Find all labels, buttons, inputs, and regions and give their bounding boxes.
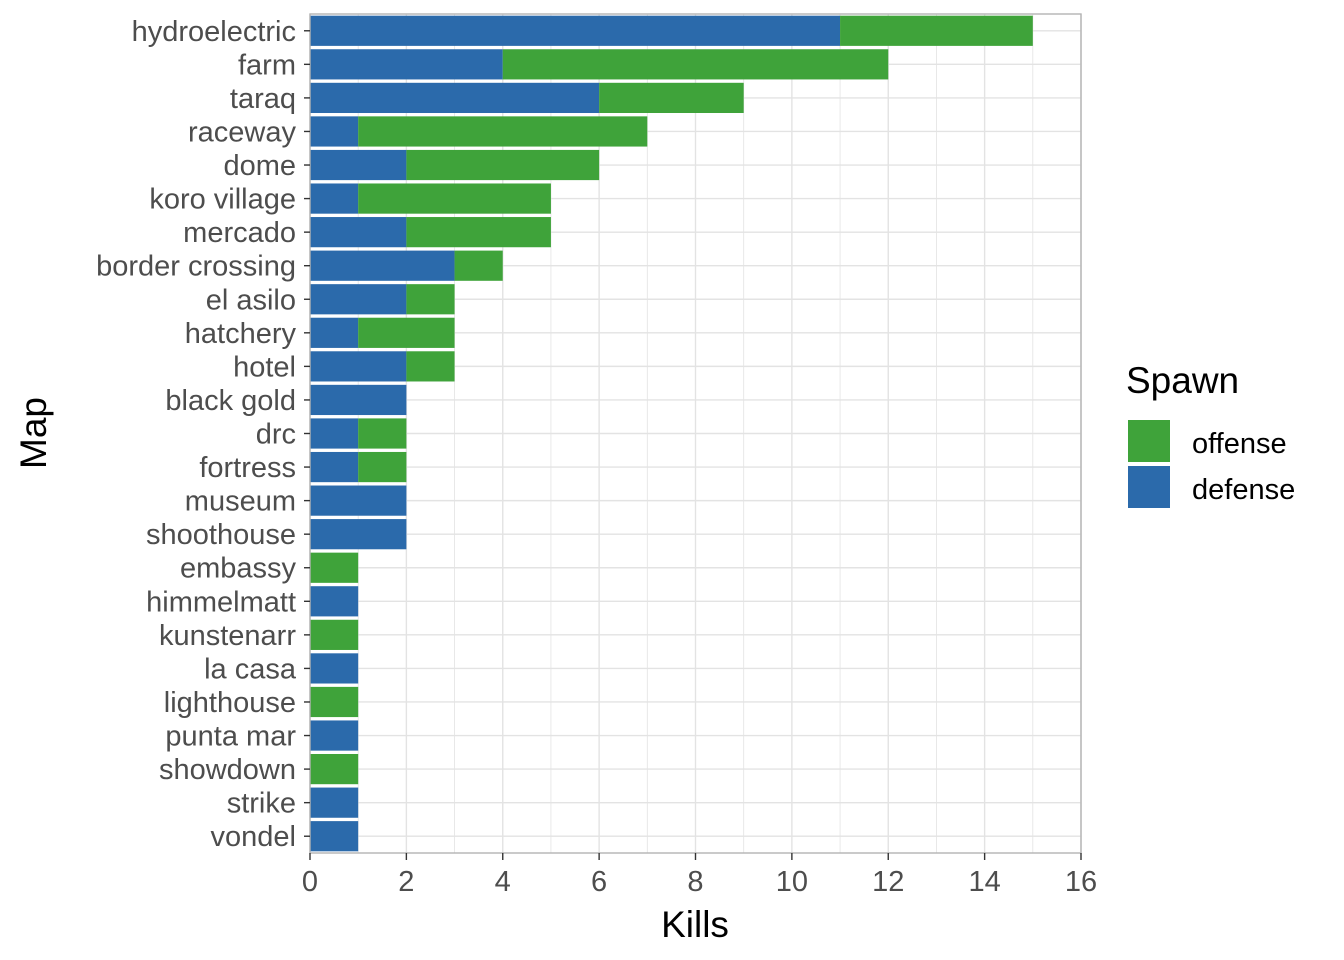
bar-defense-koro-village bbox=[310, 183, 359, 214]
y-tick-label: el asilo bbox=[206, 284, 296, 316]
y-tick-label: border crossing bbox=[96, 251, 296, 283]
bar-defense-vondel bbox=[310, 821, 359, 852]
y-tick-label: museum bbox=[185, 486, 296, 518]
legend-title: Spawn bbox=[1126, 360, 1239, 401]
x-axis-title: Kills bbox=[661, 904, 729, 945]
y-tick-label: mercado bbox=[183, 217, 296, 249]
bar-offense-raceway bbox=[358, 116, 648, 147]
bar-defense-punta-mar bbox=[310, 720, 359, 751]
x-tick-label: 0 bbox=[302, 866, 318, 898]
bar-defense-drc bbox=[310, 418, 359, 449]
y-tick-label: vondel bbox=[211, 821, 296, 853]
y-tick-label: shoothouse bbox=[146, 519, 296, 551]
bar-offense-border-crossing bbox=[454, 250, 503, 281]
bar-defense-black-gold bbox=[310, 384, 407, 416]
y-tick-label: himmelmatt bbox=[146, 586, 296, 618]
bar-defense-mercado bbox=[310, 217, 407, 248]
y-tick-label: hotel bbox=[233, 351, 296, 383]
y-tick-label: showdown bbox=[159, 754, 296, 786]
bar-offense-dome bbox=[406, 149, 600, 181]
x-tick-label: 6 bbox=[591, 866, 607, 898]
y-tick-label: hatchery bbox=[185, 318, 297, 350]
bar-offense-el-asilo bbox=[406, 284, 455, 315]
bar-offense-koro-village bbox=[358, 183, 551, 214]
bar-offense-hotel bbox=[406, 351, 455, 382]
bar-defense-himmelmatt bbox=[310, 586, 359, 617]
bar-defense-fortress bbox=[310, 451, 359, 483]
bar-defense-taraq bbox=[310, 82, 600, 114]
bar-defense-dome bbox=[310, 149, 407, 181]
bar-offense-fortress bbox=[358, 451, 407, 483]
y-tick-label: embassy bbox=[180, 553, 297, 585]
bar-offense-embassy bbox=[310, 552, 359, 583]
bar-offense-drc bbox=[358, 418, 407, 449]
y-tick-label: fortress bbox=[199, 452, 296, 484]
legend-swatch-defense bbox=[1128, 466, 1170, 508]
legend-swatch-offense bbox=[1128, 420, 1170, 462]
y-tick-label: strike bbox=[227, 788, 296, 820]
bar-defense-museum bbox=[310, 485, 407, 516]
bar-defense-hatchery bbox=[310, 317, 359, 348]
x-tick-label: 10 bbox=[776, 866, 808, 898]
y-tick-label: farm bbox=[238, 49, 296, 81]
y-tick-label: koro village bbox=[149, 184, 296, 216]
bar-offense-lighthouse bbox=[310, 686, 359, 718]
bar-offense-hydroelectric bbox=[840, 15, 1033, 46]
y-tick-label: dome bbox=[223, 150, 296, 182]
x-tick-label: 2 bbox=[398, 866, 414, 898]
bar-defense-hotel bbox=[310, 351, 407, 382]
x-tick-label: 14 bbox=[968, 866, 1000, 898]
bar-defense-raceway bbox=[310, 116, 359, 147]
bar-defense-strike bbox=[310, 787, 359, 818]
bar-offense-kunstenarr bbox=[310, 619, 359, 650]
y-tick-label: lighthouse bbox=[164, 687, 296, 719]
y-tick-label: kunstenarr bbox=[159, 620, 296, 652]
legend-label-defense: defense bbox=[1192, 474, 1295, 506]
y-tick-label: raceway bbox=[188, 116, 296, 148]
bar-offense-taraq bbox=[599, 82, 744, 114]
y-tick-label: la casa bbox=[204, 653, 297, 685]
bar-offense-farm bbox=[502, 49, 889, 80]
bar-defense-el-asilo bbox=[310, 284, 407, 315]
x-tick-label: 8 bbox=[687, 866, 703, 898]
legend-label-offense: offense bbox=[1192, 428, 1287, 460]
y-tick-label: punta mar bbox=[165, 721, 296, 753]
x-tick-label: 12 bbox=[872, 866, 904, 898]
bar-defense-border-crossing bbox=[310, 250, 455, 281]
bar-offense-showdown bbox=[310, 753, 359, 785]
bars bbox=[310, 15, 1033, 852]
y-axis-title: Map bbox=[13, 397, 54, 469]
bar-offense-mercado bbox=[406, 217, 551, 248]
bar-defense-la-casa bbox=[310, 653, 359, 684]
x-tick-label: 4 bbox=[495, 866, 511, 898]
x-tick-label: 16 bbox=[1065, 866, 1097, 898]
x-axis-ticks: 0 2 4 6 8 10 12 14 16 bbox=[302, 853, 1097, 898]
y-tick-label: drc bbox=[256, 419, 296, 451]
bar-defense-shoothouse bbox=[310, 519, 407, 550]
y-tick-label: hydroelectric bbox=[132, 16, 296, 48]
bar-defense-farm bbox=[310, 49, 503, 80]
legend: Spawn offense defense bbox=[1126, 360, 1295, 508]
y-tick-label: taraq bbox=[230, 83, 296, 115]
bar-defense-hydroelectric bbox=[310, 15, 841, 46]
y-tick-label: black gold bbox=[165, 385, 296, 417]
bar-offense-hatchery bbox=[358, 317, 455, 348]
